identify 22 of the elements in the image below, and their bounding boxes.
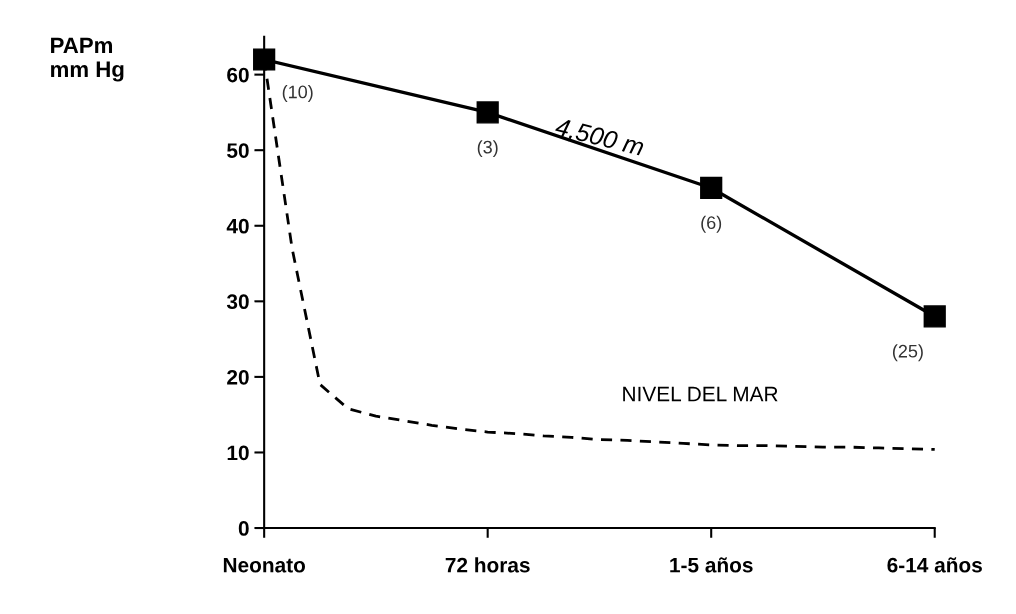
point <box>923 305 946 328</box>
y-tick-label: 60 <box>227 67 249 83</box>
annotation: (25) <box>892 344 923 362</box>
x-tick-label: Neonato <box>223 557 306 573</box>
annotation: (3) <box>477 140 498 158</box>
y-tick-label: 0 <box>238 521 249 536</box>
y-tick-label: 20 <box>227 369 249 385</box>
y-tick-label: 30 <box>226 294 249 310</box>
y-tick-label: 50 <box>227 143 249 158</box>
y-tick-label: 10 <box>227 445 249 461</box>
y-axis-title: PAPm mm Hg <box>51 37 124 82</box>
annotation: (10) <box>282 85 313 102</box>
y-tick-label: 40 <box>226 218 249 234</box>
x-tick-label: 1-5 años <box>670 557 753 573</box>
point <box>700 176 723 200</box>
x-tick-label: 6-14 años <box>887 557 982 573</box>
text: 4,500 m <box>553 117 645 159</box>
annotation: (6) <box>701 215 722 233</box>
point <box>476 101 499 124</box>
x-tick-label: 72 horas <box>445 557 530 573</box>
series-label: NIVEL DEL MAR <box>623 386 778 402</box>
point <box>253 48 276 71</box>
